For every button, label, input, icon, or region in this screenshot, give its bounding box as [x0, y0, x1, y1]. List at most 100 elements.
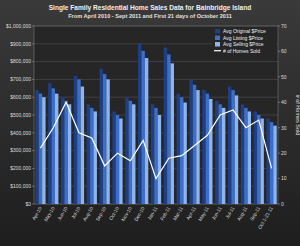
grid-line: [34, 61, 278, 62]
bar: [61, 97, 64, 204]
x-tick-label: Nov-10: [121, 206, 133, 222]
tick: [32, 204, 34, 205]
y2-tick-label: 10: [281, 175, 287, 181]
x-tick-label: Feb-11: [159, 206, 171, 222]
bar: [273, 126, 276, 204]
y2-tick-label: 30: [281, 125, 287, 131]
x-tick-label: Jun-11: [211, 206, 223, 221]
bar: [77, 79, 80, 204]
x-tick-label: Jan-11: [147, 206, 159, 221]
title: Single Family Residential Home Sales Dat…: [49, 4, 252, 12]
bar: [206, 94, 209, 204]
bar: [106, 79, 109, 204]
tick: [32, 26, 34, 27]
legend-swatch: [215, 36, 220, 41]
bar: [81, 87, 84, 204]
bar: [244, 108, 247, 204]
tick: [278, 26, 280, 27]
legend-label: Avg Selling $Price: [223, 41, 264, 47]
bar: [119, 119, 122, 204]
bar: [116, 115, 119, 204]
tick: [278, 51, 280, 52]
x-tick-label: Aug-10: [82, 206, 94, 222]
bar: [145, 58, 148, 204]
tick: [278, 153, 280, 154]
bar: [189, 79, 192, 204]
x-tick-label: May-11: [198, 206, 210, 222]
bar: [158, 115, 161, 204]
bar: [74, 76, 77, 204]
x-tick-label: Apr-10: [31, 206, 43, 221]
grid-line: [34, 79, 278, 80]
legend-swatch: [215, 29, 220, 34]
x-tick-label: Sep-11: [249, 206, 261, 222]
bar: [218, 104, 221, 204]
tick: [278, 102, 280, 103]
bar: [138, 44, 141, 204]
bar: [196, 90, 199, 204]
y2-axis-label: # of Homes Sold: [295, 95, 300, 136]
bar: [154, 108, 157, 204]
legend-label: Avg Original $Price: [223, 28, 266, 34]
y-tick-label: $1,000,000: [6, 23, 31, 29]
background: [0, 0, 300, 246]
y-tick-label: $700,000: [10, 76, 31, 82]
bar: [254, 111, 257, 204]
tick: [278, 127, 280, 128]
bar: [87, 104, 90, 204]
bar: [99, 69, 102, 204]
bar: [202, 90, 205, 204]
tick: [32, 115, 34, 116]
legend-swatch: [214, 50, 221, 51]
y-tick-label: $800,000: [10, 58, 31, 64]
bar: [167, 54, 170, 204]
y-tick-label: $500,000: [10, 112, 31, 118]
tick: [278, 178, 280, 179]
legend-box: [212, 27, 276, 55]
bar: [177, 94, 180, 204]
y-tick-label: $100,000: [10, 183, 31, 189]
bar: [129, 101, 132, 204]
bar: [55, 94, 58, 204]
legend-label: Avg Listing $Price: [223, 35, 263, 41]
bar: [215, 101, 218, 204]
x-tick-label: May-10: [43, 206, 55, 223]
bar: [42, 97, 45, 204]
x-tick-label: Aug-11: [236, 206, 248, 222]
chart: Single Family Residential Home Sales Dat…: [0, 0, 300, 246]
x-tick-label: Oct-10: [108, 206, 120, 221]
bar: [171, 63, 174, 204]
y-tick-label: $300,000: [10, 147, 31, 153]
grid-line: [34, 97, 278, 98]
bar: [241, 104, 244, 204]
x-tick-label: Dec-10: [133, 206, 145, 222]
y2-tick-label: 0: [281, 201, 284, 207]
y-tick-label: $200,000: [10, 165, 31, 171]
bar: [141, 51, 144, 204]
bar: [64, 101, 67, 204]
subtitle: From April 2010 - Sept 2011 and First 21…: [68, 13, 232, 19]
y-tick-label: $900,000: [10, 41, 31, 47]
tick: [32, 61, 34, 62]
tick: [32, 97, 34, 98]
bar: [151, 104, 154, 204]
bar: [180, 97, 183, 204]
x-tick-label: Jul-10: [70, 206, 81, 220]
x-tick-label: Mar-11: [172, 206, 184, 222]
y2-tick-label: 50: [281, 74, 287, 80]
line: [40, 102, 271, 178]
bar: [35, 90, 38, 204]
bar: [257, 115, 260, 204]
plot-area: [34, 26, 278, 204]
tick: [32, 168, 34, 169]
legend-swatch: [215, 42, 220, 47]
x-tick-label: Jun-10: [57, 206, 69, 221]
tick: [278, 76, 280, 77]
y2-tick-label: 20: [281, 150, 287, 156]
bar: [222, 108, 225, 204]
x-tick-label: Oct 1-21 11: [257, 206, 274, 230]
y-tick-label: $400,000: [10, 130, 31, 136]
tick: [32, 132, 34, 133]
bar: [68, 104, 71, 204]
bar: [48, 83, 51, 204]
